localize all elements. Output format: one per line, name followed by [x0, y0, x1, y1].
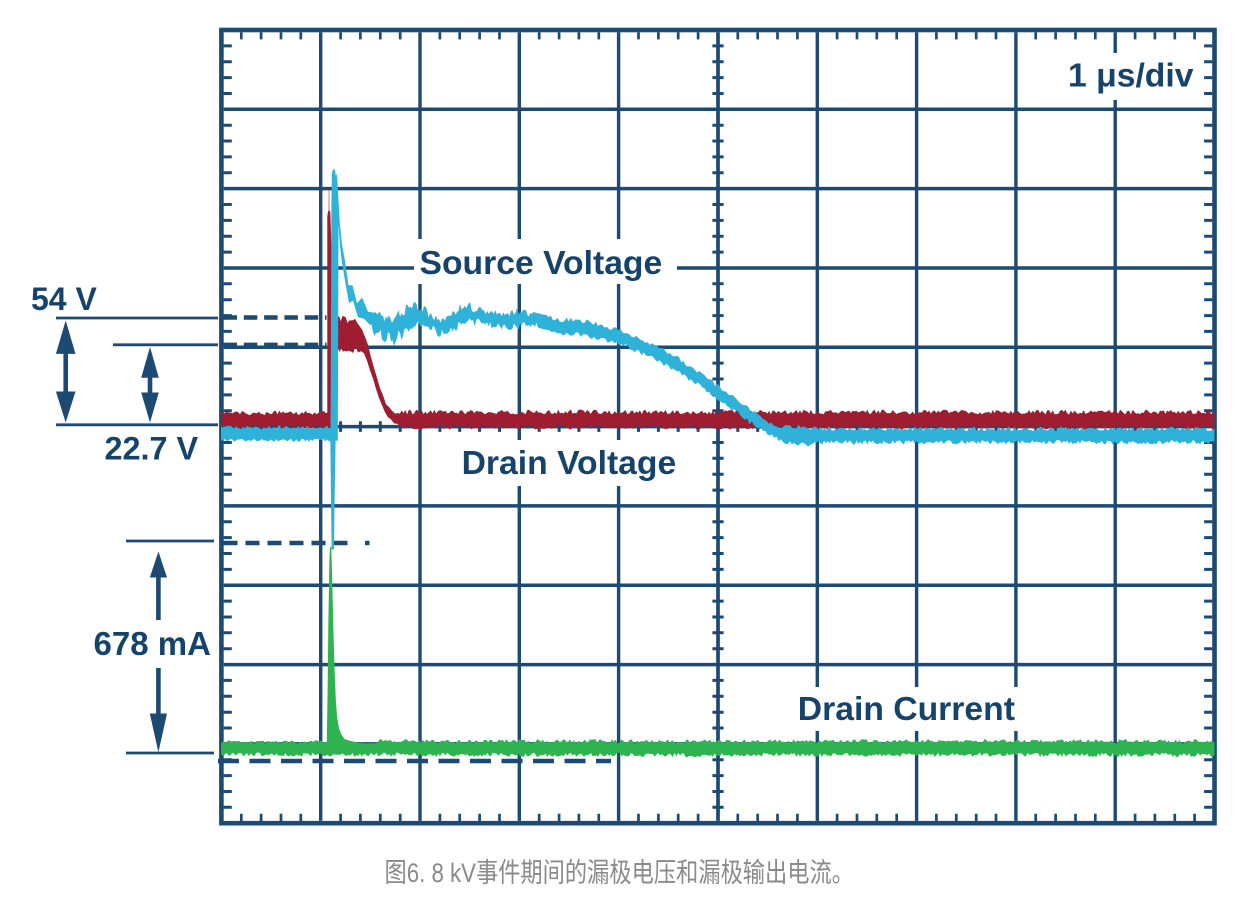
svg-text:Source Voltage: Source Voltage — [420, 244, 663, 282]
svg-text:54 V: 54 V — [31, 281, 97, 317]
svg-text:1 μs/div: 1 μs/div — [1068, 56, 1194, 94]
svg-text:Drain Voltage: Drain Voltage — [462, 444, 677, 482]
svg-text:22.7 V: 22.7 V — [105, 431, 199, 467]
svg-text:678 mA: 678 mA — [94, 625, 211, 662]
svg-text:图6. 8 kV事件期间的漏极电压和漏极输出电流。: 图6. 8 kV事件期间的漏极电压和漏极输出电流。 — [385, 858, 855, 888]
svg-text:Drain Current: Drain Current — [798, 690, 1015, 728]
